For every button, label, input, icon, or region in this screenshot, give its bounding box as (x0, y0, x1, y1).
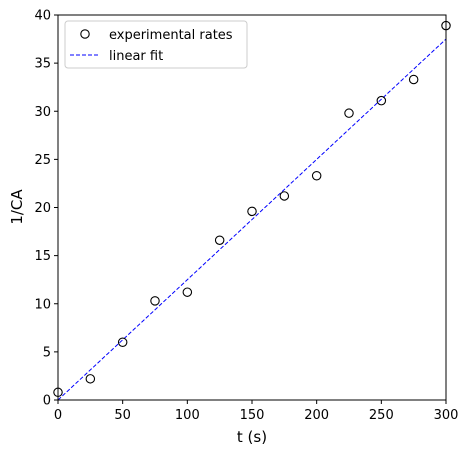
legend: experimental rates linear fit (64, 20, 248, 69)
y-tick-label: 30 (34, 105, 51, 120)
y-tick-label: 20 (34, 201, 51, 216)
data-point (150, 296, 160, 306)
y-tick-label: 15 (34, 249, 51, 264)
data-point (214, 235, 225, 245)
y-tick-label: 40 (34, 9, 51, 24)
x-axis-ticks: 0 50 100 150 200 250 300 (54, 400, 459, 423)
data-point (376, 95, 387, 106)
data-point (311, 170, 322, 181)
data-point (247, 206, 257, 217)
y-tick-label: 25 (34, 153, 51, 168)
plot-area (53, 20, 451, 401)
y-axis-ticks: 0 5 10 15 20 25 30 35 40 (34, 9, 58, 409)
x-tick-label: 100 (175, 408, 200, 423)
data-point (117, 337, 128, 347)
x-tick-label: 150 (240, 408, 265, 423)
legend-box (64, 20, 248, 69)
data-point (408, 74, 419, 85)
y-tick-label: 35 (34, 57, 51, 72)
plot-frame (57, 14, 447, 401)
y-tick-label: 10 (34, 297, 51, 312)
legend-label-experimental-rates: experimental rates (109, 28, 233, 43)
data-point (344, 108, 354, 118)
data-point (85, 374, 96, 384)
x-axis-label: t (s) (237, 428, 267, 446)
y-axis-label: 1/CA (8, 189, 26, 225)
x-tick-label: 250 (369, 408, 394, 423)
x-tick-label: 200 (304, 408, 329, 423)
x-tick-label: 300 (434, 408, 459, 423)
data-point (182, 287, 193, 297)
y-tick-label: 0 (43, 394, 51, 409)
x-tick-label: 50 (114, 408, 131, 423)
legend-label-linear-fit: linear fit (109, 49, 163, 64)
legend-marker-experimental-rates (80, 29, 90, 39)
data-point (279, 191, 290, 201)
linear-fit-line (57, 38, 447, 401)
x-tick-label: 0 (54, 408, 62, 423)
y-tick-label: 5 (43, 345, 51, 360)
